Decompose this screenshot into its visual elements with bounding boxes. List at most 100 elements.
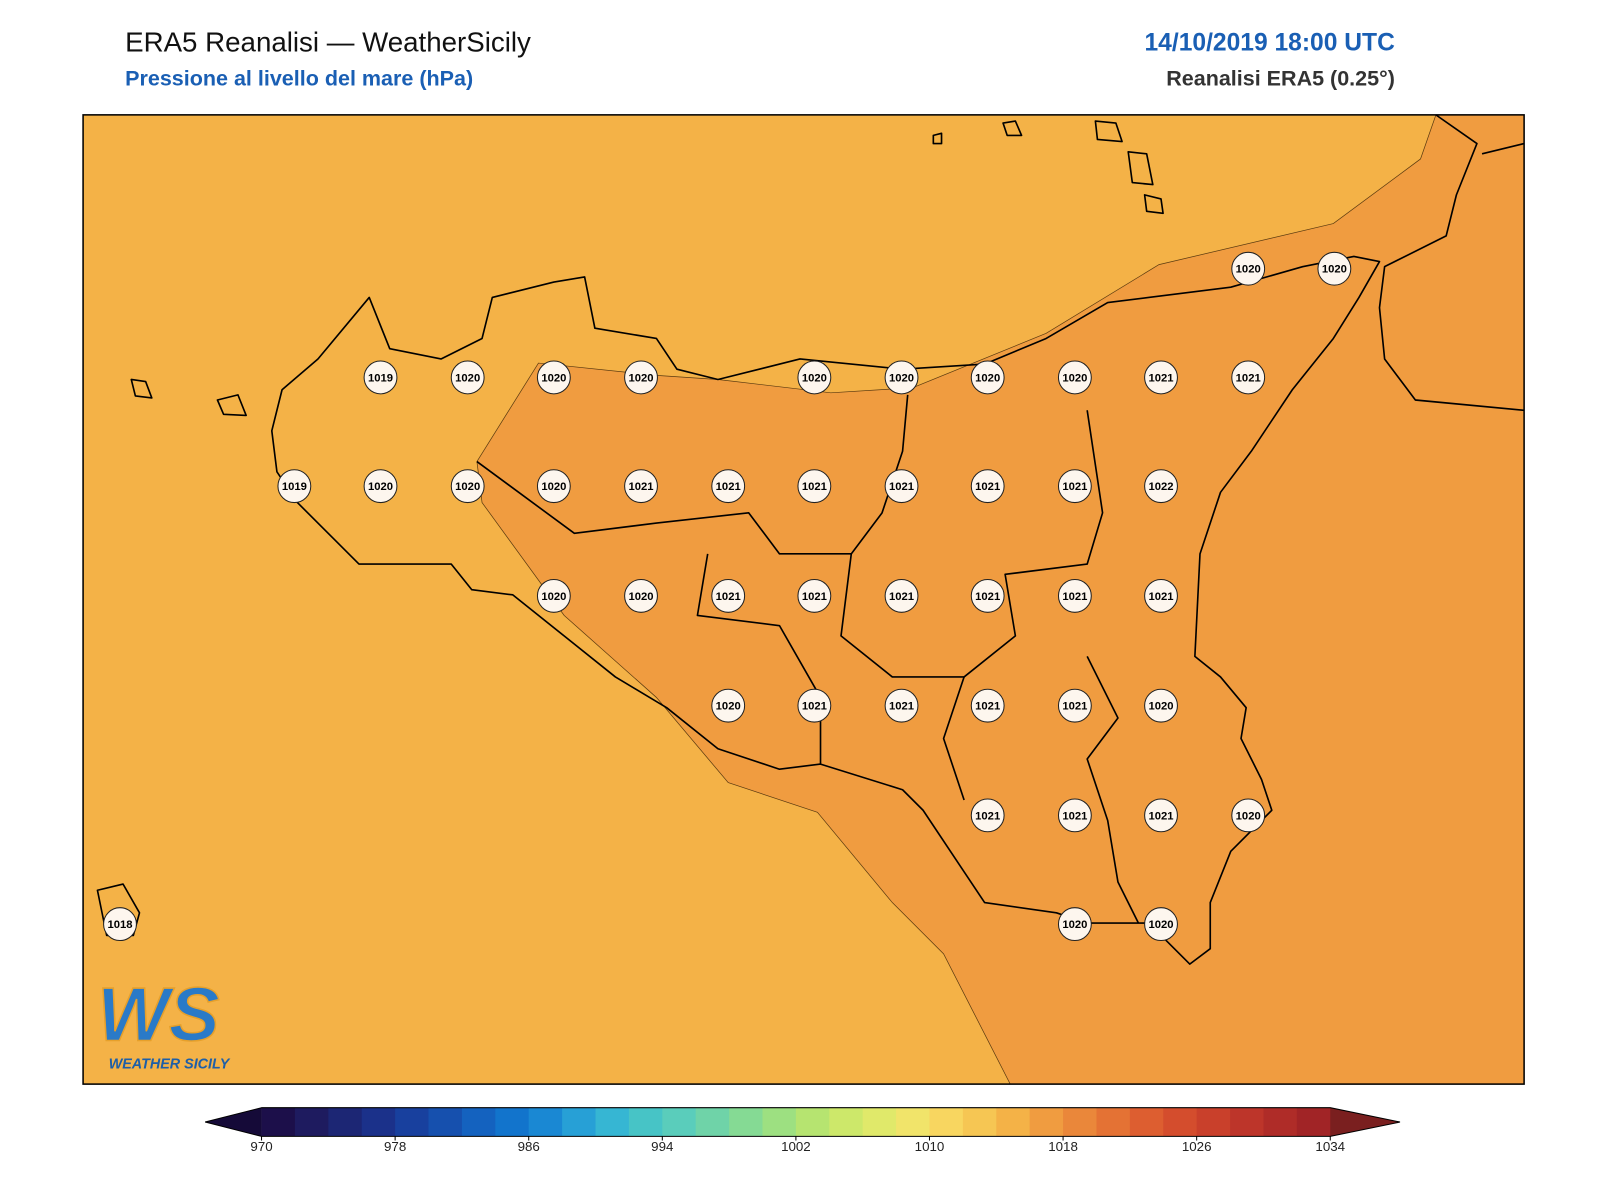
station-value: 1020 — [455, 372, 480, 384]
colorbar-bin — [562, 1107, 597, 1137]
station: 1020 — [624, 360, 658, 395]
station-marker — [711, 469, 746, 504]
calabria-coast — [1378, 114, 1525, 412]
station-value: 1020 — [802, 372, 827, 384]
colorbar-tick-label: 970 — [250, 1139, 272, 1154]
station: 1021 — [1057, 688, 1092, 723]
station-marker — [797, 688, 832, 723]
colorbar-over — [1330, 1107, 1400, 1137]
station-value: 1020 — [889, 372, 914, 384]
station: 1021 — [1144, 578, 1178, 613]
station-marker — [1057, 688, 1092, 723]
colorbar-bin — [1196, 1107, 1231, 1137]
station-value: 1020 — [1062, 919, 1087, 931]
station-marker — [797, 578, 832, 613]
station: 1020 — [450, 469, 485, 504]
station-marker — [1144, 469, 1178, 504]
station: 1021 — [711, 578, 746, 613]
station-value: 1020 — [628, 372, 653, 384]
station-marker — [711, 688, 746, 723]
sicily-coast — [270, 255, 1381, 965]
station-value: 1020 — [1322, 264, 1347, 276]
colorbar-bin — [1263, 1107, 1298, 1137]
station: 1020 — [1144, 907, 1178, 942]
station-marker — [1144, 360, 1178, 395]
station: 1020 — [1317, 251, 1352, 286]
station: 1020 — [536, 578, 571, 613]
station-value: 1021 — [975, 701, 1000, 713]
station: 1020 — [1057, 907, 1092, 942]
station-marker — [624, 578, 658, 613]
station-marker — [1057, 360, 1092, 395]
station-marker — [624, 360, 658, 395]
colorbar-bin — [662, 1107, 697, 1137]
station-marker — [1231, 360, 1266, 395]
station: 1020 — [970, 360, 1005, 395]
station: 1021 — [1057, 469, 1092, 504]
colorbar-tick-label: 1026 — [1182, 1139, 1212, 1154]
logo: WS WEATHER SICILY — [97, 972, 231, 1073]
station: 1021 — [884, 688, 919, 723]
colorbar-tick-label: 1010 — [915, 1139, 945, 1154]
station: 1020 — [536, 360, 571, 395]
station-value: 1020 — [541, 481, 566, 493]
station: 1021 — [884, 469, 919, 504]
station-marker — [536, 469, 571, 504]
station-value: 1020 — [975, 372, 1000, 384]
logo-mark: WS — [97, 973, 219, 1058]
colorbar-tick-label: 1018 — [1048, 1139, 1078, 1154]
colorbar-bin — [962, 1107, 997, 1137]
station: 1021 — [1144, 360, 1178, 395]
colorbar-bin — [395, 1107, 430, 1137]
station-marker — [1057, 907, 1092, 942]
station-value: 1020 — [1236, 264, 1261, 276]
station-value: 1021 — [716, 591, 741, 603]
logo-name: WEATHER SICILY — [109, 1056, 231, 1072]
colorbar-bin — [1096, 1107, 1131, 1137]
colorbar-bin — [1230, 1107, 1264, 1137]
station-marker — [1144, 578, 1178, 613]
station-marker — [363, 469, 398, 504]
colorbar-bin — [1296, 1107, 1331, 1137]
station-value: 1021 — [802, 481, 827, 493]
station-marker — [1057, 798, 1092, 833]
station-value: 1021 — [889, 481, 914, 493]
station-value: 1021 — [1062, 701, 1087, 713]
station-marker — [970, 578, 1005, 613]
station-value: 1018 — [107, 919, 132, 931]
station: 1020 — [536, 469, 571, 504]
station: 1021 — [797, 469, 832, 504]
island — [96, 120, 1164, 937]
station: 1022 — [1144, 469, 1178, 504]
station: 1019 — [277, 469, 312, 504]
colorbar-bin — [996, 1107, 1031, 1137]
station-value: 1021 — [1062, 591, 1087, 603]
station-marker — [277, 469, 312, 504]
colorbar-bin — [862, 1107, 897, 1137]
station-value: 1021 — [1148, 591, 1173, 603]
station-marker — [884, 578, 919, 613]
station-marker — [624, 469, 658, 504]
station-value: 1021 — [716, 481, 741, 493]
colorbar-bin — [795, 1107, 830, 1137]
station: 1019 — [363, 360, 398, 395]
station: 1021 — [1231, 360, 1266, 395]
station-value: 1020 — [1148, 919, 1173, 931]
station: 1021 — [970, 578, 1005, 613]
station: 1020 — [624, 578, 658, 613]
station: 1018 — [103, 907, 137, 942]
station-marker — [1144, 798, 1178, 833]
colorbar-bin — [328, 1107, 363, 1137]
station-value: 1022 — [1148, 481, 1173, 493]
colorbar-bin — [261, 1107, 296, 1137]
station: 1020 — [797, 360, 832, 395]
colorbar-bin — [1163, 1107, 1198, 1137]
station: 1020 — [1144, 688, 1178, 723]
station-marker — [1231, 798, 1266, 833]
colorbar-bin — [1063, 1107, 1097, 1137]
station: 1021 — [1057, 578, 1092, 613]
station: 1021 — [970, 798, 1005, 833]
station-marker — [970, 688, 1005, 723]
station-marker — [884, 688, 919, 723]
